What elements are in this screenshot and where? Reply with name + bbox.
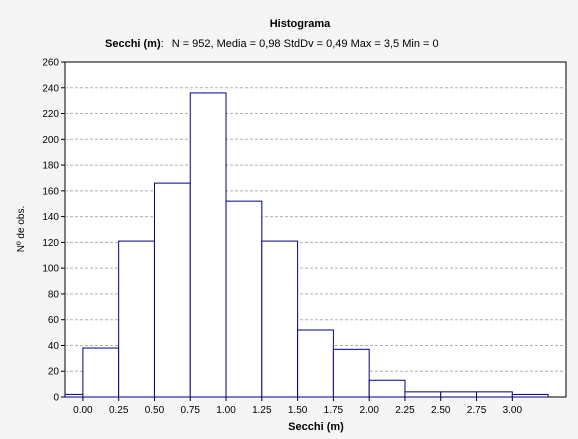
chart-subtitle: Secchi (m): N = 952, Media = 0,98 StdDv =… [105,38,439,50]
y-tick-label: 60 [48,315,60,326]
x-tick-label: 3.00 [503,405,523,416]
y-tick-label: 160 [42,186,59,197]
x-tick-label: 1.75 [324,405,344,416]
x-tick-label: 2.25 [395,405,415,416]
chart-title: Histograma [270,18,331,30]
y-axis-ticks: 0 20 40 60 80 100 120 140 160 180 200 220 240 260 [42,58,65,404]
histogram-bar [477,392,513,397]
x-tick-label: 1.25 [252,405,272,416]
histogram-bar [83,348,119,397]
x-tick-label: 1.50 [288,405,308,416]
y-tick-label: 120 [42,238,59,249]
y-tick-label: 200 [42,135,59,146]
histogram-bar [369,380,405,397]
histogram-bar [298,330,334,397]
y-tick-label: 240 [42,83,59,94]
y-tick-label: 80 [48,289,60,300]
subtitle-separator: : [161,38,164,50]
subtitle-stats: N = 952, Media = 0,98 StdDv = 0,49 Max =… [172,38,439,50]
histogram-bar [119,241,155,397]
y-tick-label: 20 [48,367,60,378]
x-axis-ticks: 0.00 0.25 0.50 0.75 1.00 1.25 1.50 1.75 2.00 2.25… [73,397,522,416]
x-tick-label: 2.50 [431,405,451,416]
histogram-bar [441,392,477,397]
y-tick-label: 220 [42,109,59,120]
y-tick-label: 40 [48,341,60,352]
y-tick-label: 100 [42,264,59,275]
subtitle-variable: Secchi (m) [105,38,161,50]
x-tick-label: 0.75 [181,405,201,416]
y-tick-label: 180 [42,161,59,172]
x-axis-title: Secchi (m) [288,421,344,433]
x-tick-label: 0.00 [73,405,93,416]
x-tick-label: 0.25 [109,405,129,416]
x-tick-label: 2.75 [467,405,487,416]
x-tick-label: 2.00 [359,405,379,416]
histogram-bar [226,201,262,397]
histogram-bar [154,183,190,397]
histogram-bar [405,392,441,397]
y-tick-label: 140 [42,212,59,223]
x-tick-label: 0.50 [145,405,165,416]
histogram-bar [262,241,298,397]
x-tick-label: 1.00 [216,405,236,416]
histogram-bar [190,93,226,397]
y-tick-label: 260 [42,58,59,69]
histogram-bar [333,349,369,397]
y-tick-label: 0 [53,393,59,404]
histogram-bar [512,394,548,397]
y-axis-title: Nº de obs. [16,206,27,252]
